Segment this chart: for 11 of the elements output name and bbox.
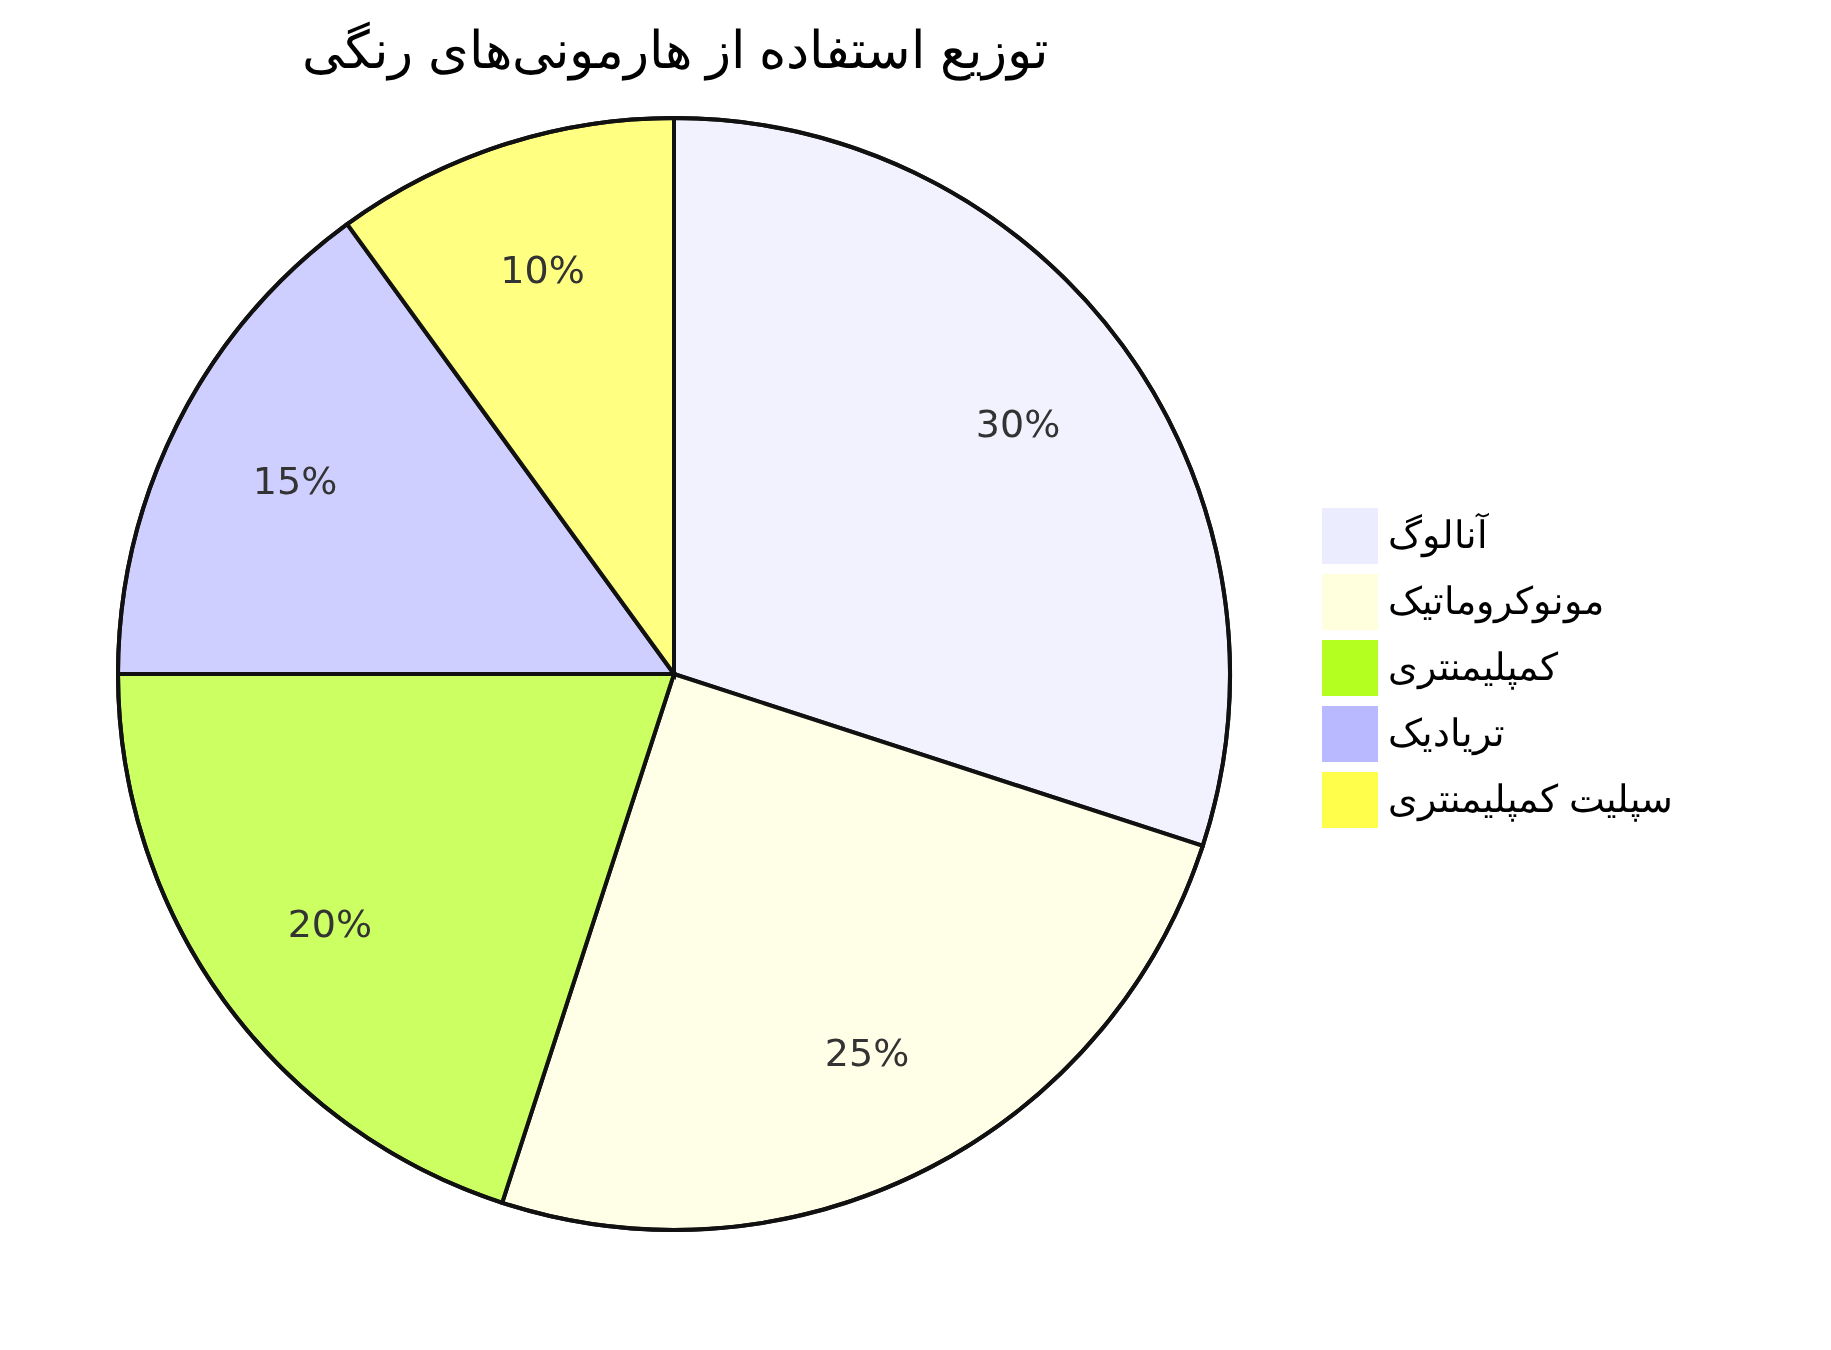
chart-title: توزیع استفاده از هارمونی‌های رنگی [302, 21, 1048, 81]
data-label: 10% [500, 247, 585, 292]
legend-label: کمپلیمنتری [1388, 646, 1559, 690]
data-label: 15% [252, 459, 338, 504]
data-label: 20% [287, 902, 373, 947]
legend-label: آنالوگ [1388, 512, 1489, 558]
data-label: 30% [975, 402, 1061, 447]
legend-label: مونوکروماتیک [1388, 580, 1604, 624]
data-label: 25% [824, 1031, 910, 1076]
legend-label: سپلیت کمپلیمنتری [1388, 778, 1673, 822]
legend-label: تریادیک [1388, 712, 1505, 756]
